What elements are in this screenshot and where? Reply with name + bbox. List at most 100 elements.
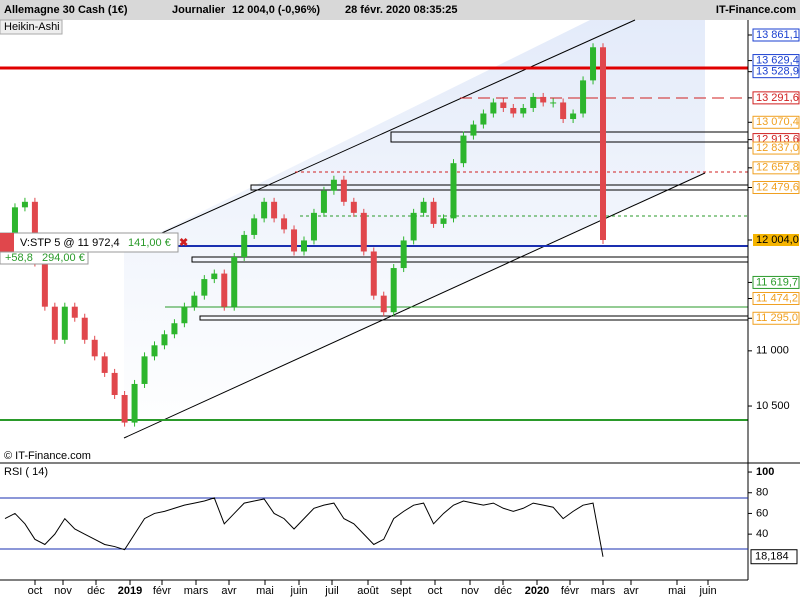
candle: [71, 306, 78, 318]
candle: [340, 179, 347, 202]
y-tick-box: [752, 28, 800, 42]
order-box[interactable]: [0, 232, 179, 253]
candle: [61, 306, 68, 340]
candle: [41, 262, 48, 307]
y-tick-box: [753, 400, 799, 413]
candle: [261, 201, 268, 219]
candle: [410, 212, 417, 241]
candle: [330, 179, 337, 191]
style-label-box: [0, 19, 63, 35]
y-tick-label: 10 500: [756, 400, 790, 412]
y-tick-box: [752, 311, 800, 325]
rsi-tick-label: 80: [756, 487, 768, 499]
y-tick-label: 11 619,7: [756, 276, 798, 288]
rsi-tick-label: 60: [756, 507, 768, 519]
y-tick-label: 13 528,9: [756, 66, 799, 78]
x-tick-label: mars: [591, 585, 616, 597]
candle: [91, 339, 98, 357]
candle: [450, 163, 457, 219]
brand: IT-Finance.com: [716, 4, 796, 16]
order-handle[interactable]: [0, 233, 14, 252]
candle: [111, 372, 118, 395]
candle: [510, 107, 517, 114]
candle: [520, 107, 527, 114]
y-tick-label: 12 837,0: [756, 142, 799, 154]
order-close[interactable]: ✖: [179, 237, 188, 249]
channel-line: [123, 19, 636, 251]
x-tick-label: nov: [461, 585, 479, 597]
candle: [350, 201, 357, 213]
candle: [560, 102, 567, 120]
y-tick-label: 12 479,6: [756, 181, 799, 193]
candle: [440, 218, 447, 224]
x-tick-label: mai: [256, 585, 274, 597]
y-tick-label: 11 295,0: [756, 312, 798, 324]
candle: [11, 207, 18, 241]
candle: [211, 273, 218, 280]
copyright: © IT-Finance.com: [4, 450, 91, 462]
rsi-title: RSI ( 14): [4, 466, 48, 478]
candles: [2, 43, 606, 427]
rsi-tick-label: 40: [756, 528, 768, 540]
candle: [31, 201, 38, 263]
order-amount: 294,00 €: [42, 252, 85, 264]
candle: [271, 201, 278, 219]
candle: [171, 323, 178, 335]
order-sub-box: [0, 251, 89, 265]
y-tick-label: 12 004,0: [756, 234, 799, 246]
x-tick-label: mai: [668, 585, 686, 597]
candle: [231, 257, 238, 307]
candle: [590, 47, 597, 81]
y-tick-box: [752, 275, 800, 289]
candle: [460, 135, 467, 164]
rsi-tick-label: 100: [756, 466, 774, 478]
rsi-last-label: 18,184: [755, 551, 789, 563]
y-tick-box: [752, 65, 800, 79]
x-tick-label: févr: [561, 585, 580, 597]
period: Journalier: [172, 4, 226, 16]
y-tick-box: [753, 344, 799, 357]
candle: [141, 356, 148, 384]
y-tick-label: 11 474,2: [756, 292, 798, 304]
candle: [480, 113, 487, 125]
candle: [131, 383, 138, 423]
candle: [430, 201, 437, 224]
y-tick-box: [752, 91, 800, 105]
y-tick-box: [752, 181, 800, 195]
x-tick-label: oct: [428, 585, 443, 597]
candle: [570, 113, 577, 120]
y-tick-label: 13 629,4: [756, 54, 799, 66]
candle: [161, 334, 168, 346]
x-tick-label: oct: [28, 585, 43, 597]
order-points: +58,8: [5, 252, 33, 264]
x-tick-label: mars: [184, 585, 209, 597]
instrument: Allemagne 30 Cash (1€): [4, 4, 128, 16]
y-tick-label: 11 000: [756, 345, 789, 357]
y-tick-label: 13 070,4: [756, 116, 799, 128]
y-tick-label: 12 657,8: [756, 162, 799, 174]
candle: [320, 190, 327, 213]
x-tick-label: juin: [698, 585, 716, 597]
x-tick-label: juin: [289, 585, 307, 597]
rsi-line: [4, 497, 604, 557]
x-tick-label: sept: [391, 585, 412, 597]
x-tick-label: nov: [54, 585, 72, 597]
y-tick-box: [752, 115, 800, 129]
x-tick-label: déc: [494, 585, 512, 597]
candle: [121, 394, 128, 423]
candle: [301, 240, 307, 252]
candle: [181, 306, 188, 324]
candle: [550, 102, 557, 104]
x-tick-label: déc: [87, 585, 105, 597]
candle: [360, 212, 367, 252]
candle: [291, 229, 298, 252]
x-tick-label: août: [357, 585, 378, 597]
candle: [420, 201, 427, 213]
y-tick-box: [752, 291, 800, 305]
candle: [390, 268, 397, 313]
candle: [51, 306, 58, 340]
x-tick-label: févr: [153, 585, 172, 597]
x-tick-label: juil: [324, 585, 338, 597]
last-price: 12 004,0 (-0,96%): [232, 4, 320, 16]
candle: [151, 345, 158, 357]
